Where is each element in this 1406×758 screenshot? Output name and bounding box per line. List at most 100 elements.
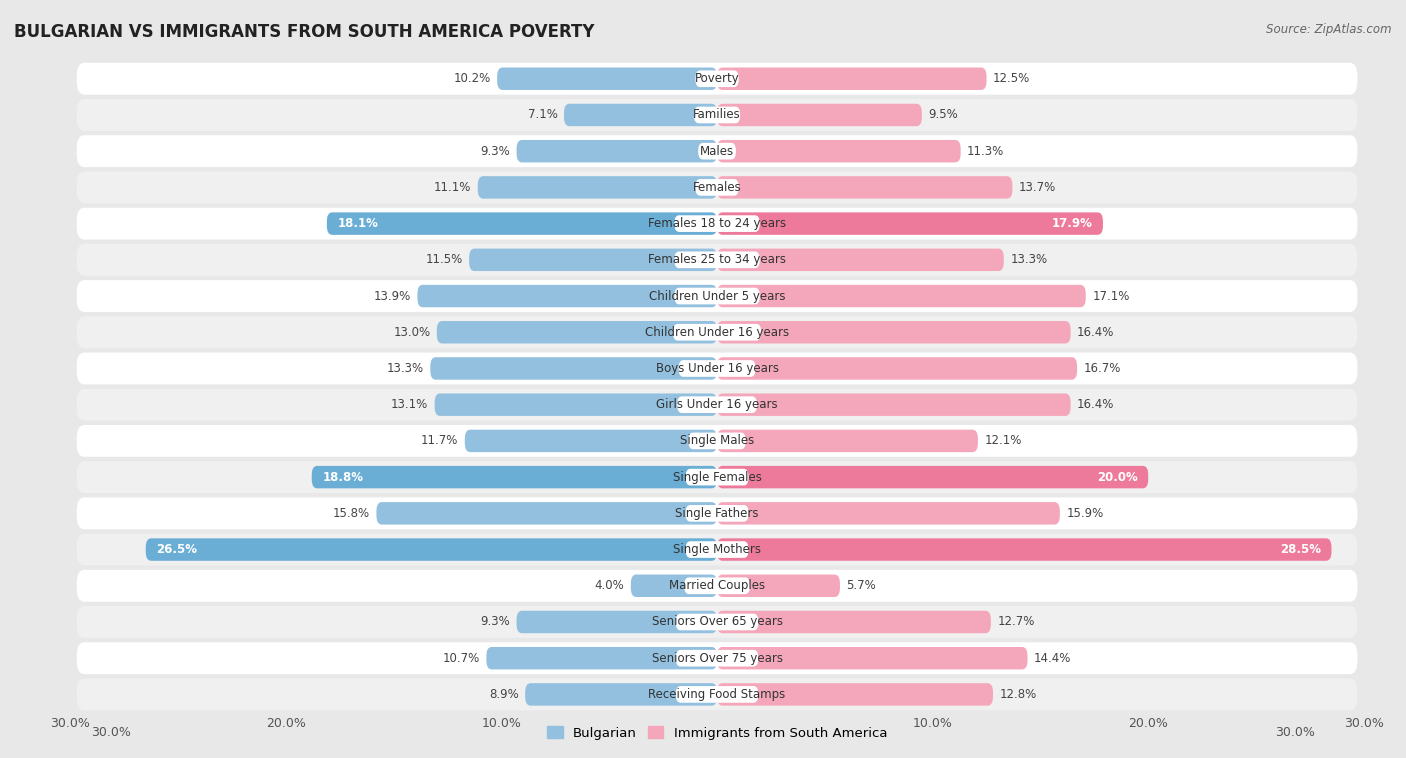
FancyBboxPatch shape [434,393,717,416]
Text: Females: Females [693,181,741,194]
Text: Males: Males [700,145,734,158]
FancyBboxPatch shape [564,104,717,126]
FancyBboxPatch shape [717,393,1070,416]
FancyBboxPatch shape [717,357,1077,380]
FancyBboxPatch shape [465,430,717,452]
FancyBboxPatch shape [77,606,1357,638]
Text: Females 25 to 34 years: Females 25 to 34 years [648,253,786,266]
FancyBboxPatch shape [478,176,717,199]
FancyBboxPatch shape [516,611,717,633]
FancyBboxPatch shape [77,642,1357,674]
Text: 15.9%: 15.9% [1066,507,1104,520]
FancyBboxPatch shape [673,324,761,340]
Text: 30.0%: 30.0% [91,726,131,739]
Text: 11.3%: 11.3% [967,145,1004,158]
Text: Married Couples: Married Couples [669,579,765,592]
FancyBboxPatch shape [686,505,748,522]
FancyBboxPatch shape [631,575,717,597]
Text: 13.7%: 13.7% [1019,181,1056,194]
FancyBboxPatch shape [717,466,1149,488]
Text: Children Under 16 years: Children Under 16 years [645,326,789,339]
FancyBboxPatch shape [675,252,759,268]
Text: 16.4%: 16.4% [1077,326,1115,339]
Text: 12.8%: 12.8% [1000,688,1036,701]
FancyBboxPatch shape [717,575,839,597]
FancyBboxPatch shape [676,650,758,666]
FancyBboxPatch shape [695,107,740,124]
Text: 17.1%: 17.1% [1092,290,1129,302]
FancyBboxPatch shape [679,360,755,377]
FancyBboxPatch shape [717,104,922,126]
Text: 18.1%: 18.1% [337,217,378,230]
Text: 16.7%: 16.7% [1084,362,1121,375]
FancyBboxPatch shape [717,249,1004,271]
Text: Seniors Over 65 years: Seniors Over 65 years [651,615,783,628]
FancyBboxPatch shape [717,67,987,90]
Text: 9.3%: 9.3% [481,145,510,158]
FancyBboxPatch shape [675,215,759,232]
Text: 7.1%: 7.1% [527,108,558,121]
Text: 10.7%: 10.7% [443,652,479,665]
Text: 17.9%: 17.9% [1052,217,1092,230]
Text: 15.8%: 15.8% [333,507,370,520]
Text: 13.9%: 13.9% [374,290,411,302]
FancyBboxPatch shape [486,647,717,669]
Text: 12.5%: 12.5% [993,72,1031,85]
FancyBboxPatch shape [312,466,717,488]
FancyBboxPatch shape [77,497,1357,529]
FancyBboxPatch shape [77,461,1357,493]
FancyBboxPatch shape [686,541,748,558]
Text: Single Fathers: Single Fathers [675,507,759,520]
Text: Poverty: Poverty [695,72,740,85]
Text: 9.3%: 9.3% [481,615,510,628]
FancyBboxPatch shape [77,63,1357,95]
Text: 9.5%: 9.5% [928,108,957,121]
Text: Source: ZipAtlas.com: Source: ZipAtlas.com [1267,23,1392,36]
Text: 12.1%: 12.1% [984,434,1022,447]
FancyBboxPatch shape [675,288,759,305]
Text: 13.3%: 13.3% [387,362,423,375]
FancyBboxPatch shape [77,570,1357,602]
Text: 11.7%: 11.7% [420,434,458,447]
FancyBboxPatch shape [418,285,717,307]
FancyBboxPatch shape [516,140,717,162]
FancyBboxPatch shape [77,244,1357,276]
FancyBboxPatch shape [717,683,993,706]
FancyBboxPatch shape [717,285,1085,307]
FancyBboxPatch shape [77,534,1357,565]
FancyBboxPatch shape [676,686,758,703]
Text: 13.3%: 13.3% [1011,253,1047,266]
FancyBboxPatch shape [717,647,1028,669]
FancyBboxPatch shape [717,212,1102,235]
FancyBboxPatch shape [699,143,735,159]
FancyBboxPatch shape [77,99,1357,131]
Text: Children Under 5 years: Children Under 5 years [648,290,786,302]
Text: 11.1%: 11.1% [434,181,471,194]
Text: 4.0%: 4.0% [595,579,624,592]
Text: Single Females: Single Females [672,471,762,484]
FancyBboxPatch shape [717,140,960,162]
FancyBboxPatch shape [685,578,749,594]
FancyBboxPatch shape [526,683,717,706]
Legend: Bulgarian, Immigrants from South America: Bulgarian, Immigrants from South America [541,721,893,745]
FancyBboxPatch shape [430,357,717,380]
FancyBboxPatch shape [717,321,1070,343]
Text: 5.7%: 5.7% [846,579,876,592]
Text: Females 18 to 24 years: Females 18 to 24 years [648,217,786,230]
FancyBboxPatch shape [77,135,1357,167]
Text: 8.9%: 8.9% [489,688,519,701]
FancyBboxPatch shape [676,614,758,631]
Text: 20.0%: 20.0% [1097,471,1137,484]
FancyBboxPatch shape [689,433,745,449]
FancyBboxPatch shape [77,208,1357,240]
Text: 26.5%: 26.5% [156,543,197,556]
FancyBboxPatch shape [77,389,1357,421]
Text: 11.5%: 11.5% [426,253,463,266]
Text: BULGARIAN VS IMMIGRANTS FROM SOUTH AMERICA POVERTY: BULGARIAN VS IMMIGRANTS FROM SOUTH AMERI… [14,23,595,41]
FancyBboxPatch shape [77,316,1357,348]
FancyBboxPatch shape [696,179,738,196]
Text: Boys Under 16 years: Boys Under 16 years [655,362,779,375]
Text: 30.0%: 30.0% [1275,726,1315,739]
Text: Seniors Over 75 years: Seniors Over 75 years [651,652,783,665]
Text: Receiving Food Stamps: Receiving Food Stamps [648,688,786,701]
